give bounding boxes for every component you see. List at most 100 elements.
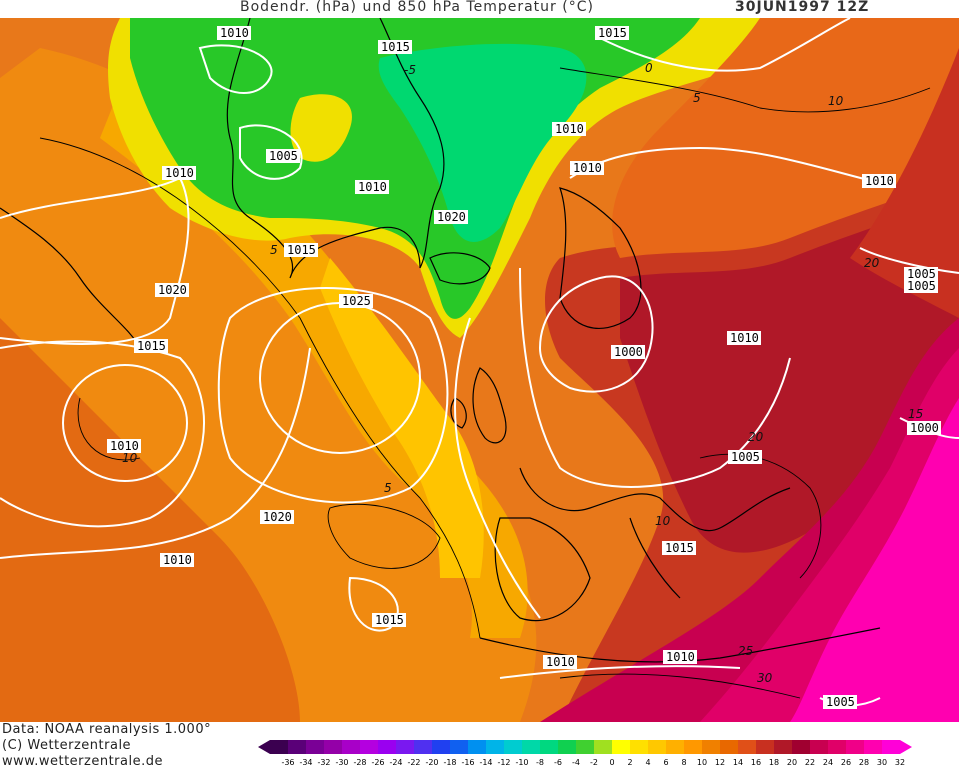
temperature-warm-pocket [290, 94, 352, 162]
greenland-coast [226, 18, 445, 279]
colorbar-tick-label: -6 [554, 758, 562, 767]
svg-text:1010: 1010 [730, 331, 759, 345]
isotherm-label: 10 [122, 451, 138, 465]
iberia-coast [494, 517, 591, 622]
isobar-1000-low [538, 275, 654, 393]
colorbar-swatch [342, 740, 360, 754]
colorbar-tick-label: -28 [353, 758, 366, 767]
svg-text:1010: 1010 [573, 161, 602, 175]
iceland-coast [429, 252, 491, 285]
svg-text:1010: 1010 [220, 26, 249, 40]
svg-text:1010: 1010 [163, 553, 192, 567]
isobar-label: 1010 [862, 174, 896, 188]
colorbar-tick-label: 16 [751, 758, 761, 767]
isobar-1015-small [348, 576, 399, 632]
colorbar-tick-label: 2 [627, 758, 632, 767]
continental-coast [519, 467, 791, 532]
svg-text:1005: 1005 [907, 267, 936, 281]
isotherm-label: 0 [645, 61, 653, 75]
isotherm-line [559, 673, 801, 699]
weather-map-svg: 1010 1015 1005 1010 1010 1015 1020 1025 … [0, 18, 959, 722]
colorbar-swatch [702, 740, 720, 754]
colorbar-swatch [576, 740, 594, 754]
isobar-label: 1010 [543, 655, 577, 669]
isotherm-label: 15 [908, 407, 923, 421]
isobar-labels: 1010 1015 1005 1010 1010 1015 1020 1025 … [107, 26, 941, 709]
isobar-label: 1005 [266, 149, 300, 163]
isobar-label: 1000 [907, 421, 941, 435]
colorbar-swatch [738, 740, 756, 754]
isobar-label: 1005 [904, 267, 938, 281]
svg-text:1010: 1010 [358, 180, 387, 194]
colorbar-tick-label: 0 [609, 758, 614, 767]
isobar-label: 1020 [260, 510, 294, 524]
colorbar-tick-label: -22 [407, 758, 420, 767]
map-title: Bodendr. (hPa) und 850 hPa Temperatur (°… [240, 0, 594, 15]
temperature-band-ne [612, 18, 959, 258]
colorbar-swatch [396, 740, 414, 754]
isobar-label: 1005 [728, 450, 762, 464]
colorbar-swatch [882, 740, 900, 754]
colorbar-swatch [540, 740, 558, 754]
isotherm-label: 20 [748, 430, 764, 444]
isobar-label: 1015 [134, 339, 168, 353]
isotherm-label: 5 [270, 243, 278, 257]
svg-text:1010: 1010 [555, 122, 584, 136]
isobar-1015-west [0, 176, 190, 345]
colorbar-swatch [756, 740, 774, 754]
colorbar-swatch [270, 740, 288, 754]
isobar-1015-north [599, 18, 851, 72]
colorbar-tick-label: -20 [425, 758, 438, 767]
colorbar-swatch [630, 740, 648, 754]
temperature-band-far-ne [850, 48, 959, 318]
map-header: Bodendr. (hPa) und 850 hPa Temperatur (°… [0, 0, 959, 18]
isobar-label: 1010 [355, 180, 389, 194]
colorbar-arrow-left [258, 740, 270, 754]
svg-text:1010: 1010 [546, 655, 575, 669]
colorbar-swatch [864, 740, 882, 754]
isobar-1020-south [0, 347, 311, 559]
svg-text:1005: 1005 [907, 279, 936, 293]
colorbar-tick-label: 30 [877, 758, 887, 767]
colorbar-tick-label: 8 [681, 758, 686, 767]
svg-text:1025: 1025 [342, 294, 371, 308]
isotherm-label: 5 [384, 481, 392, 495]
great-britain-coast [472, 367, 507, 444]
colorbar-arrow-right [900, 740, 912, 754]
isobar-1010-south [499, 665, 741, 679]
isotherm-label: -5 [404, 63, 416, 77]
isobar-label: 1005 [904, 279, 938, 293]
isotherm-line [559, 67, 931, 113]
colorbar-tick-label: 22 [805, 758, 815, 767]
isotherm-label: 20 [864, 256, 880, 270]
svg-text:1005: 1005 [826, 695, 855, 709]
isobar-label: 1005 [823, 695, 857, 709]
copyright-credit: (C) Wetterzentrale [2, 738, 132, 753]
colorbar-swatch [450, 740, 468, 754]
colorbar-tick-label: -18 [443, 758, 456, 767]
svg-text:1020: 1020 [437, 210, 466, 224]
colorbar-swatch [414, 740, 432, 754]
svg-text:1015: 1015 [137, 339, 166, 353]
isobar-label: 1020 [155, 283, 189, 297]
isobar-label: 1015 [662, 541, 696, 555]
svg-text:1010: 1010 [865, 174, 894, 188]
svg-text:1015: 1015 [381, 40, 410, 54]
svg-text:1000: 1000 [614, 345, 643, 359]
isobar-label: 1015 [372, 613, 406, 627]
colorbar-swatch [666, 740, 684, 754]
isotherm-label: 10 [655, 514, 671, 528]
svg-text:1020: 1020 [158, 283, 187, 297]
isotherm-line [327, 503, 441, 569]
isobar-label: 1010 [570, 161, 604, 175]
temperature-band-magenta [790, 398, 959, 722]
temperature-band-orange [0, 48, 537, 722]
colorbar-tick-label: -14 [479, 758, 492, 767]
svg-text:1005: 1005 [269, 149, 298, 163]
colorbar-tick-label: -36 [281, 758, 294, 767]
colorbar-tick-label: -26 [371, 758, 384, 767]
colorbar-swatch [828, 740, 846, 754]
isobar-1015 [0, 340, 205, 528]
colorbar-swatch [432, 740, 450, 754]
colorbar-swatch [468, 740, 486, 754]
